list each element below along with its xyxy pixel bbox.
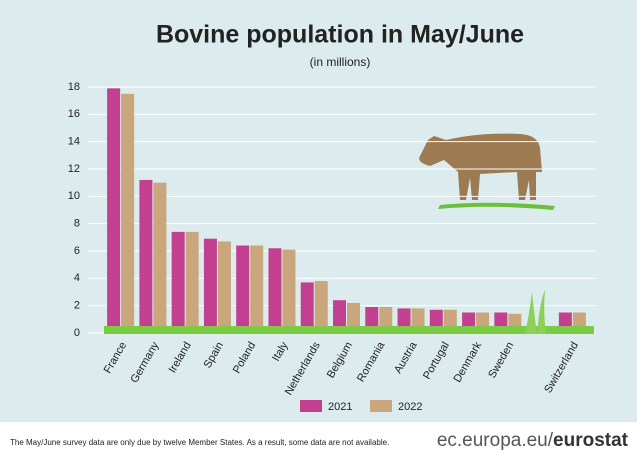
y-tick-label: 8 — [74, 218, 80, 230]
source: ec.europa.eu/eurostat — [437, 430, 629, 451]
legend-swatch — [300, 400, 322, 412]
bar — [107, 88, 121, 333]
bar — [268, 248, 282, 333]
bar — [282, 249, 296, 333]
y-tick-label: 10 — [68, 190, 80, 202]
y-tick-label: 14 — [68, 136, 80, 148]
y-tick-label: 2 — [74, 300, 80, 312]
y-tick-label: 6 — [74, 245, 80, 257]
chart-subtitle: (in millions) — [310, 55, 371, 69]
bar — [153, 182, 167, 333]
bar — [171, 231, 185, 333]
chart-background — [0, 0, 637, 422]
bar — [217, 241, 231, 333]
cow-illustration — [419, 133, 555, 210]
bar — [121, 93, 135, 333]
bar — [314, 281, 328, 333]
bar — [139, 179, 153, 333]
bar — [203, 238, 217, 333]
source-brand: eurostat — [553, 430, 629, 451]
legend-label: 2021 — [328, 401, 352, 413]
y-tick-label: 0 — [74, 327, 80, 339]
y-tick-label: 12 — [68, 163, 80, 175]
bar — [250, 245, 264, 333]
bar — [236, 245, 250, 333]
bar — [333, 300, 346, 333]
source-domain: ec.europa.eu/ — [437, 430, 554, 451]
y-tick-label: 16 — [68, 108, 80, 120]
legend-label: 2022 — [398, 401, 422, 413]
legend-swatch — [370, 400, 392, 412]
y-tick-label: 18 — [68, 81, 80, 93]
footnote: The May/June survey data are only due by… — [10, 438, 389, 447]
footer-background — [0, 422, 637, 455]
bar — [300, 282, 314, 333]
grass-decoration — [525, 290, 546, 334]
y-tick-label: 4 — [74, 272, 80, 284]
bar — [347, 302, 360, 333]
bar — [185, 231, 199, 333]
chart-title: Bovine population in May/June — [156, 21, 524, 49]
grass-strip — [104, 326, 594, 334]
